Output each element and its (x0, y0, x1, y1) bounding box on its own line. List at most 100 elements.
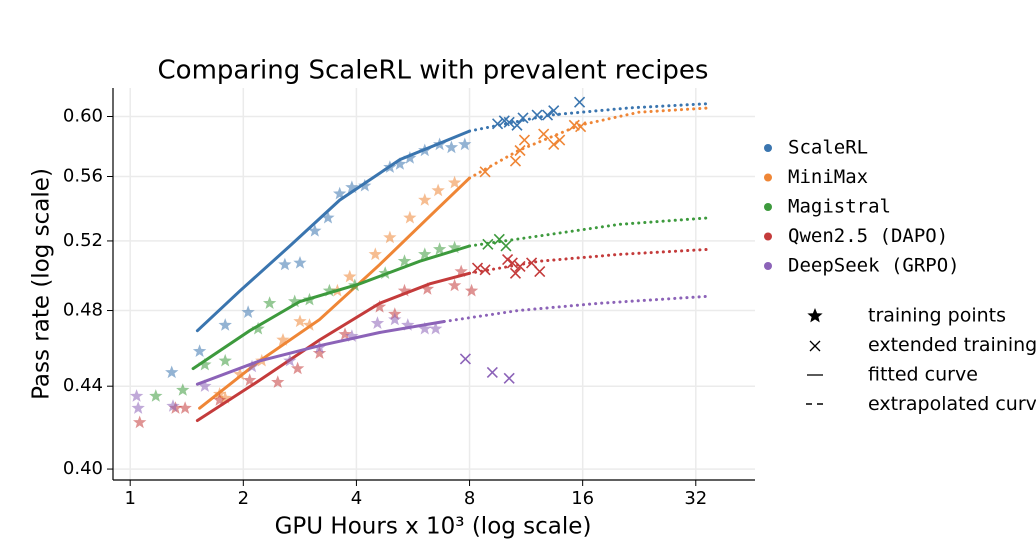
training-point (370, 316, 385, 329)
training-point (166, 399, 180, 412)
training-point (447, 278, 462, 292)
extended-point (574, 96, 586, 108)
marker-legend-symbols (806, 308, 823, 405)
y-tick-label: 0.52 (63, 230, 103, 251)
training-point (383, 230, 397, 244)
training-point (401, 318, 415, 331)
extended-point (554, 134, 566, 146)
extrapolated-curve (468, 106, 711, 180)
training-point (333, 186, 347, 200)
extended-point (503, 116, 515, 128)
y-tick-label: 0.56 (63, 166, 103, 187)
extended-point (503, 372, 515, 384)
extended-point (479, 264, 491, 276)
training-point (245, 359, 259, 373)
extended-point (509, 267, 522, 279)
training-point (447, 240, 462, 254)
training-point (283, 353, 297, 367)
extended-point (534, 266, 546, 278)
x-tick-label: 32 (684, 488, 707, 509)
training-point (288, 294, 302, 308)
training-point (433, 242, 447, 255)
training-point (338, 327, 352, 341)
training-point (345, 180, 359, 194)
training-point (321, 210, 335, 224)
extended-point (509, 155, 522, 167)
training-point (278, 257, 292, 271)
extended-point (548, 138, 560, 151)
training-point (358, 178, 372, 192)
extended-point (511, 119, 523, 131)
training-point (447, 175, 462, 189)
extended-point (517, 112, 529, 124)
extended-point (459, 353, 471, 365)
star-symbol (807, 308, 823, 323)
training-point (403, 151, 417, 164)
training-point (418, 321, 432, 335)
training-point (420, 282, 435, 295)
y-tick-label: 0.44 (63, 375, 103, 396)
extended-point (531, 109, 543, 121)
training-point (276, 333, 290, 346)
extended-point (502, 253, 514, 266)
y-axis-label: Pass rate (log scale) (29, 168, 55, 400)
training-point (133, 415, 147, 429)
x-tick-label: 1 (124, 488, 135, 509)
legend: ScaleRL MiniMax Magistral Qwen2.5 (DAPO) Dee… (764, 137, 1036, 415)
training-point (165, 365, 179, 379)
training-point (178, 401, 192, 414)
training-point (368, 247, 382, 261)
training-point (308, 224, 322, 237)
legend-label: DeepSeek (GRPO) (788, 255, 960, 277)
training-point (131, 401, 145, 414)
training-point (218, 353, 232, 367)
training-point (458, 137, 472, 151)
legend-label: MiniMax (788, 166, 868, 188)
training-point (403, 210, 417, 224)
training-point (418, 193, 432, 206)
training-point (418, 247, 432, 261)
y-tick-label: 0.48 (63, 300, 103, 321)
legend-label: Magistral (788, 196, 891, 218)
training-point (372, 299, 387, 313)
extended-point (500, 240, 512, 252)
training-point (429, 321, 443, 335)
plot-area (129, 96, 711, 429)
training-point (464, 283, 479, 297)
training-point (322, 283, 337, 297)
grid: 0.60 0.56 0.52 0.48 0.44 0.40 1 2 4 8 16 32 (63, 88, 755, 509)
training-point (218, 391, 232, 404)
training-point (454, 264, 468, 278)
legend-label: ScaleRL (788, 137, 868, 159)
training-point (393, 157, 407, 170)
extended-point (506, 257, 518, 269)
training-point (271, 375, 285, 388)
x-tick-label: 16 (571, 488, 594, 509)
y-tick-label: 0.40 (63, 458, 103, 479)
legend-label: Qwen2.5 (DAPO) (788, 225, 948, 247)
training-point (431, 183, 445, 197)
extrapolated-curve (468, 216, 711, 248)
legend-marker (764, 173, 772, 182)
training-point (397, 283, 412, 297)
training-point (343, 269, 357, 283)
training-point (218, 318, 232, 331)
x-symbol (809, 340, 821, 352)
training-point (243, 373, 257, 386)
training-point (233, 367, 247, 381)
chart-title: Comparing ScaleRL with prevalent recipes (158, 56, 709, 86)
extrapolated-curve (468, 102, 711, 133)
extended-point (479, 166, 491, 178)
legend-marker (764, 203, 772, 211)
training-point (388, 312, 402, 326)
fitted-curve (195, 320, 446, 386)
x-axis-label: GPU Hours x 10³ (log scale) (275, 514, 592, 540)
training-point (291, 361, 305, 375)
training-point (198, 379, 212, 392)
marker-legend-label: fitted curve (868, 364, 978, 386)
marker-legend-label: extended training (868, 334, 1036, 356)
training-point (241, 305, 255, 318)
training-point (251, 321, 265, 335)
training-point (176, 383, 190, 396)
